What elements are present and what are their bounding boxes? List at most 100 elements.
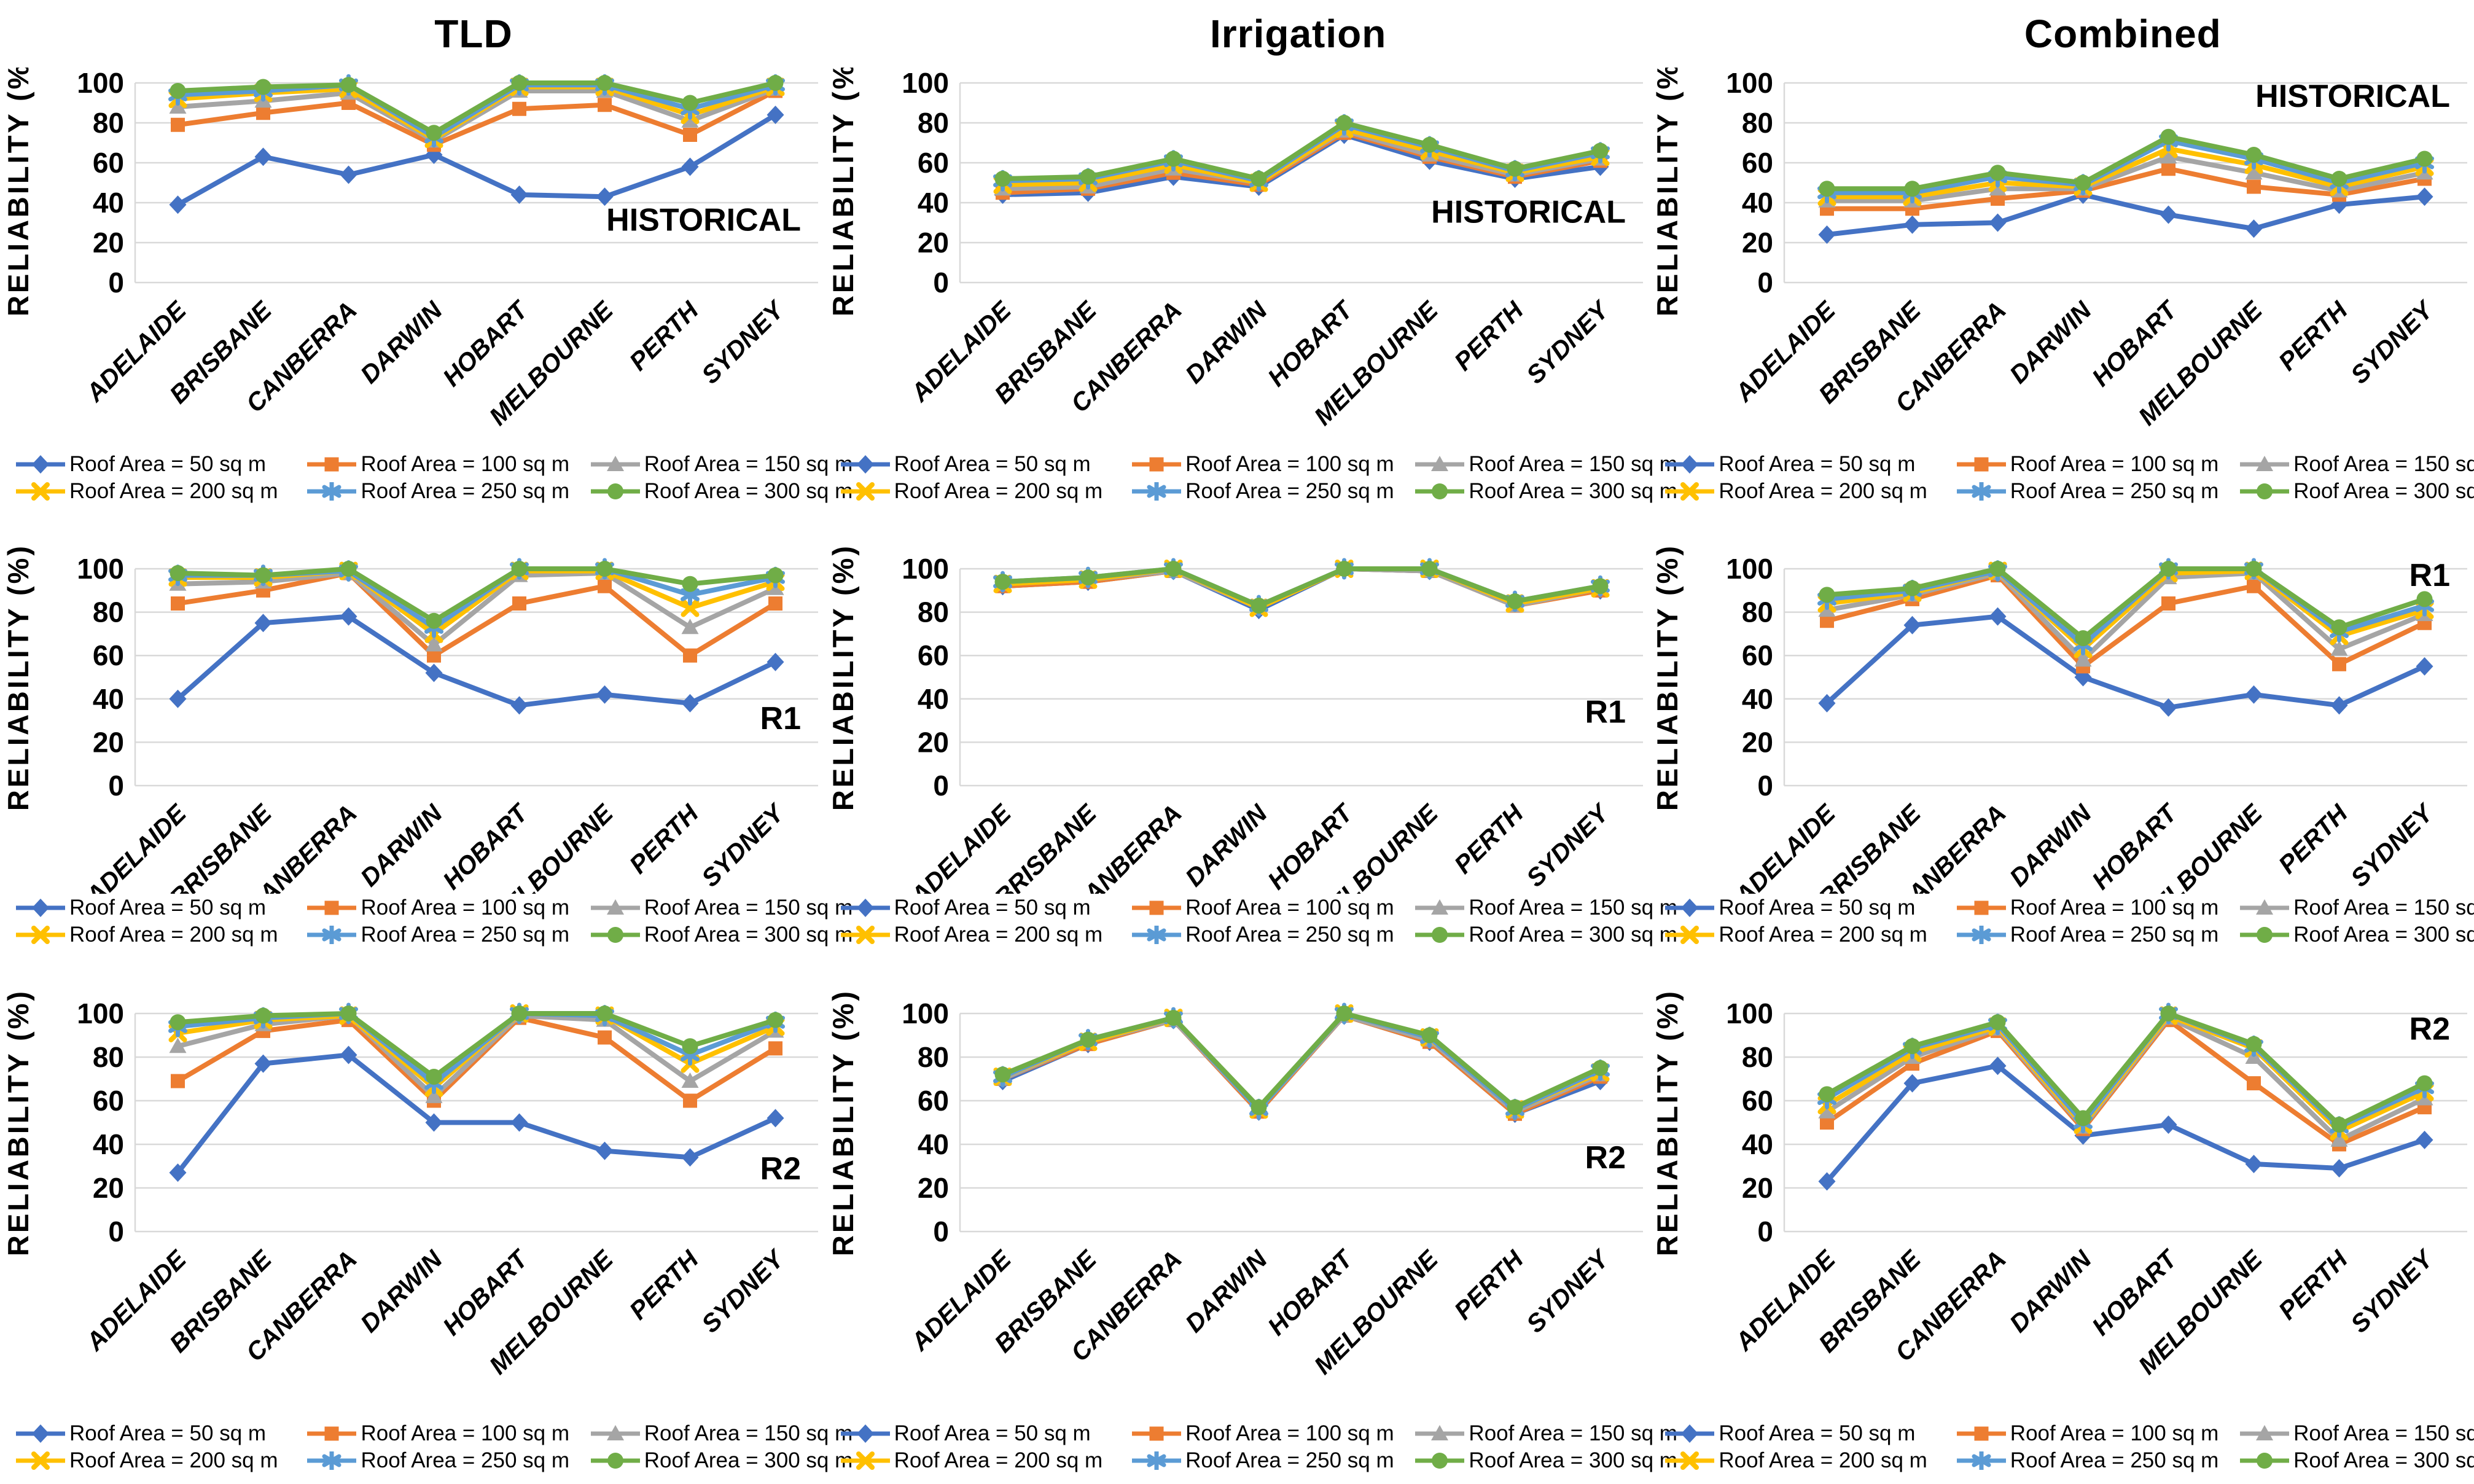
legend-item: Roof Area = 200 sq m [15, 923, 306, 947]
legend-marker-triangle-icon [590, 1424, 640, 1440]
y-tick-label: 20 [93, 726, 124, 758]
legend-marker-diamond-icon [840, 899, 890, 917]
legend: Roof Area = 50 sq m Roof Area = 100 sq m R… [0, 894, 853, 949]
legend-marker-square-icon [307, 457, 357, 472]
legend-marker-diamond-icon [16, 455, 65, 474]
x-tick-label: ADELAIDE [905, 799, 1017, 894]
y-tick-label: 80 [93, 107, 124, 139]
y-tick-label: 0 [108, 1216, 124, 1248]
legend-marker-diamond-icon [840, 455, 890, 474]
legend-item: Roof Area = 300 sq m [2239, 1448, 2474, 1473]
y-tick-label: 20 [917, 726, 948, 758]
series-line [178, 82, 776, 139]
legend-marker-diamond-icon [1665, 1424, 1715, 1443]
legend-marker-triangle-icon [1415, 1424, 1465, 1440]
legend-marker-diamond-icon [840, 1424, 890, 1443]
legend: Roof Area = 50 sq m Roof Area = 100 sq m R… [1649, 1413, 2474, 1481]
x-tick-label: DARWIN [1179, 1244, 1273, 1338]
legend-item: Roof Area = 150 sq m [590, 452, 853, 477]
legend-label: Roof Area = 100 sq m [2010, 452, 2219, 476]
y-tick-label: 100 [1727, 68, 1774, 99]
y-axis-title: RELIABILITY (%) [2, 989, 34, 1256]
legend-marker-triangle-icon [590, 456, 640, 471]
legend-marker-asterisk-icon [1132, 926, 1182, 944]
legend-marker-x-icon [840, 482, 890, 501]
legend-item: Roof Area = 100 sq m [1956, 1421, 2239, 1446]
x-tick-label: PERTH [1448, 295, 1529, 376]
series-line [178, 1011, 776, 1079]
legend-label: Roof Area = 300 sq m [2293, 923, 2474, 947]
legend-marker-asterisk-icon [307, 1451, 357, 1470]
y-tick-label: 20 [1742, 726, 1773, 758]
legend-marker-x-icon [16, 926, 65, 944]
legend-marker-triangle-icon [2240, 899, 2290, 915]
legend-label: Roof Area = 150 sq m [644, 1421, 853, 1445]
legend-item: Roof Area = 300 sq m [2239, 479, 2474, 504]
y-tick-label: 20 [917, 227, 948, 259]
legend-label: Roof Area = 250 sq m [2010, 479, 2219, 503]
x-tick-label: SYDNEY [1521, 797, 1615, 892]
legend-marker-x-icon [1665, 926, 1715, 944]
y-tick-label: 0 [108, 267, 124, 299]
x-tick-label: SYDNEY [1521, 1243, 1615, 1338]
legend-marker-diamond-icon [16, 1424, 65, 1443]
legend-label: Roof Area = 50 sq m [894, 896, 1091, 920]
legend-label: Roof Area = 150 sq m [644, 452, 853, 476]
legend-item: Roof Area = 200 sq m [840, 479, 1131, 504]
y-tick-label: 100 [902, 553, 949, 585]
legend-marker-circle-icon [590, 927, 640, 943]
legend-label: Roof Area = 150 sq m [1469, 452, 1677, 476]
legend-item: Roof Area = 200 sq m [1664, 923, 1955, 947]
y-tick-label: 60 [917, 1085, 948, 1117]
legend-item: Roof Area = 100 sq m [1956, 452, 2239, 477]
y-tick-label: 0 [1758, 267, 1774, 299]
legend-marker-square-icon [1956, 1426, 2006, 1440]
legend-label: Roof Area = 50 sq m [69, 452, 267, 476]
legend-label: Roof Area = 150 sq m [1469, 896, 1677, 920]
y-tick-label: 100 [902, 998, 949, 1029]
legend-marker-triangle-icon [590, 899, 640, 915]
legend-marker-circle-icon [1415, 483, 1465, 499]
legend-label: Roof Area = 150 sq m [2293, 896, 2474, 920]
chart-cell-combined-r1: 0 20 40 60 80 100 RELIABILITY (%) ADELAIDE BRISB… [1649, 510, 2474, 949]
y-tick-label: 0 [933, 770, 949, 802]
series-line [1827, 166, 2425, 211]
x-tick-label: DARWIN [1179, 295, 1273, 389]
y-tick-label: 100 [77, 68, 124, 99]
y-tick-label: 40 [93, 187, 124, 219]
chart-cell-tld-r1: 0 20 40 60 80 100 RELIABILITY (%) ADELAIDE BRISB… [0, 510, 853, 949]
y-tick-label: 0 [933, 1216, 949, 1248]
legend: Roof Area = 50 sq m Roof Area = 100 sq m R… [1649, 894, 2474, 949]
x-tick-label: ADELAIDE [80, 799, 192, 894]
x-tick-label: DARWIN [2004, 799, 2097, 892]
x-tick-label: SYDNEY [2345, 797, 2440, 892]
legend-item: Roof Area = 50 sq m [15, 452, 306, 477]
y-tick-label: 20 [1742, 1172, 1773, 1204]
legend-label: Roof Area = 150 sq m [1469, 1421, 1677, 1445]
legend-label: Roof Area = 100 sq m [361, 896, 569, 920]
x-tick-label: PERTH [2273, 1244, 2354, 1325]
legend-label: Roof Area = 200 sq m [894, 923, 1103, 947]
legend-marker-circle-icon [590, 1452, 640, 1469]
series-line [178, 566, 776, 623]
legend-item: Roof Area = 50 sq m [1664, 896, 1955, 920]
legend-item: Roof Area = 250 sq m [306, 479, 589, 504]
legend-marker-diamond-icon [1665, 899, 1715, 917]
legend-item: Roof Area = 250 sq m [1956, 1448, 2239, 1473]
series-line [1827, 146, 2425, 200]
legend-item: Roof Area = 100 sq m [306, 896, 589, 920]
y-tick-label: 40 [1742, 187, 1773, 219]
x-tick-label: DARWIN [1179, 799, 1273, 892]
y-tick-label: 80 [917, 596, 948, 628]
legend: Roof Area = 50 sq m Roof Area = 100 sq m R… [825, 1413, 1677, 1481]
series-line [1825, 1011, 2426, 1128]
legend-item: Roof Area = 150 sq m [2239, 452, 2474, 477]
legend-marker-circle-icon [590, 483, 640, 499]
y-tick-label: 80 [1742, 1041, 1773, 1073]
legend-marker-triangle-icon [1415, 456, 1465, 471]
legend-marker-asterisk-icon [1956, 926, 2006, 944]
y-tick-label: 60 [1742, 1085, 1773, 1117]
